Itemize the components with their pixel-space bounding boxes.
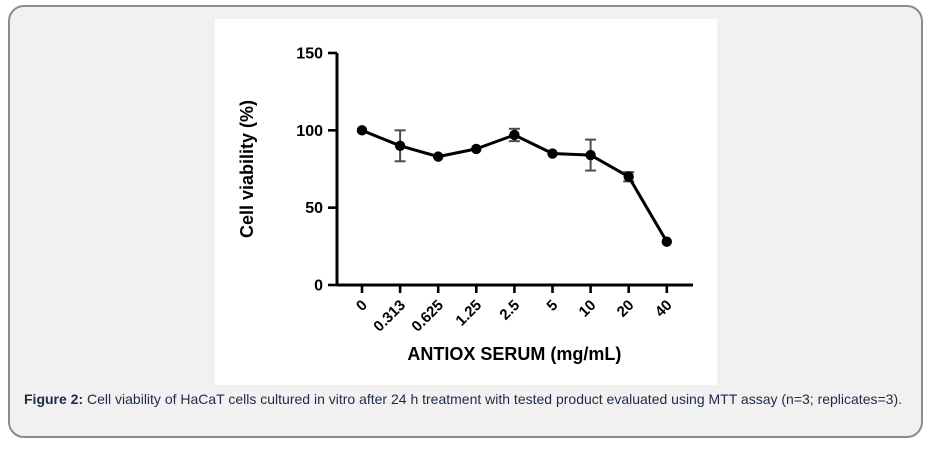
figure-caption-label: Figure 2: — [24, 391, 84, 407]
y-tick-label: 150 — [296, 46, 323, 63]
x-axis-title: ANTIOX SERUM (mg/mL) — [407, 344, 621, 364]
data-point — [356, 125, 368, 136]
data-point — [433, 151, 444, 162]
x-tick-label: 1.25 — [452, 297, 485, 330]
data-point — [471, 143, 482, 155]
x-tick-label: 0 — [353, 297, 371, 315]
data-line — [361, 128, 669, 243]
x-tick-label: 2.5 — [496, 297, 523, 324]
data-point — [547, 148, 558, 159]
y-tick-label: 100 — [296, 123, 323, 140]
x-tick-label: 0.625 — [408, 297, 447, 336]
data-point — [661, 236, 672, 247]
chart-card: 0 50 100 150 0 0.313 0.625 1.25 2.5 5 10 20 40 ANTIOX… — [215, 19, 717, 385]
data-point — [394, 140, 406, 151]
x-tick-label: 20 — [614, 297, 638, 321]
x-tick-label: 5 — [543, 297, 561, 315]
y-axis-title: Cell viability (%) — [237, 100, 257, 238]
x-tick-label: 0.313 — [370, 297, 409, 336]
x-tick-label: 40 — [652, 297, 676, 321]
y-tick-label: 50 — [305, 200, 323, 217]
data-point — [623, 171, 634, 182]
figure-caption-text: Cell viability of HaCaT cells cultured i… — [83, 391, 902, 407]
y-tick-label: 0 — [314, 278, 323, 295]
data-point — [585, 149, 596, 161]
data-point — [509, 129, 520, 141]
figure-caption: Figure 2: Cell viability of HaCaT cells … — [24, 390, 910, 410]
x-tick-label: 10 — [576, 297, 600, 321]
figure-panel: 0 50 100 150 0 0.313 0.625 1.25 2.5 5 10 20 40 ANTIOX… — [8, 5, 923, 438]
